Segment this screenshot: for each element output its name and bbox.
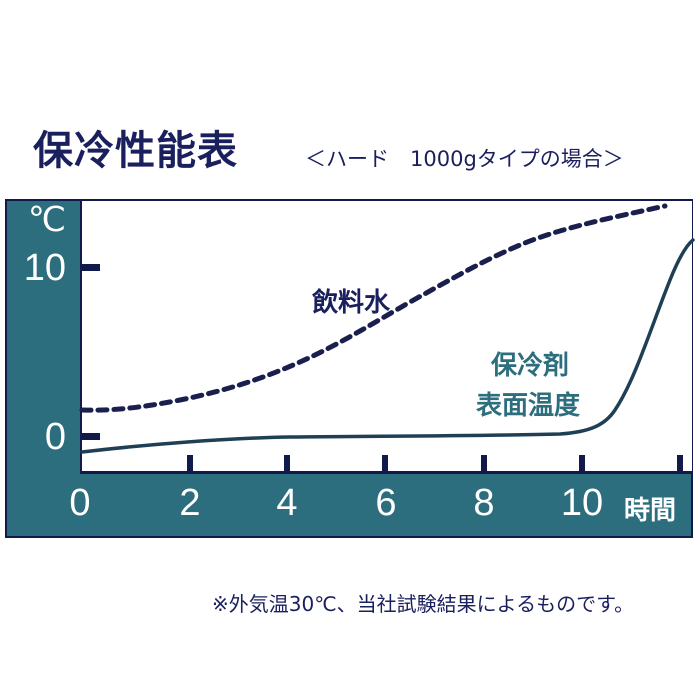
water-series-line xyxy=(79,203,668,413)
x-axis-unit: 時間 xyxy=(624,496,677,526)
x-tick-label-4: 4 xyxy=(276,482,298,524)
y-tick-10 xyxy=(82,264,100,271)
footnote: ※外気温30℃、当社試験結果によるものです。 xyxy=(212,592,635,616)
x-tick-label-2: 2 xyxy=(179,482,201,524)
chart-title: 保冷性能表 xyxy=(33,128,238,174)
x-tick-label-10: 10 xyxy=(560,482,604,524)
water-series-label: 飲料水 xyxy=(312,288,391,318)
x-tick-label-0: 0 xyxy=(69,482,91,524)
ice-pack-label-line2: 表面温度 xyxy=(476,391,581,421)
x-tick-label-8: 8 xyxy=(473,482,495,524)
chart-subtitle: ＜ハード 1000gタイプの場合＞ xyxy=(305,147,624,171)
x-ticks xyxy=(187,455,683,473)
y-tick-label-0: 0 xyxy=(44,416,66,458)
y-axis-unit: ℃ xyxy=(27,201,66,239)
y-tick-0 xyxy=(82,433,100,440)
ice-pack-label-line1: 保冷剤 xyxy=(491,351,570,381)
x-tick-label-6: 6 xyxy=(375,482,397,524)
ice-pack-series-line xyxy=(80,238,695,454)
y-tick-label-10: 10 xyxy=(23,247,66,289)
